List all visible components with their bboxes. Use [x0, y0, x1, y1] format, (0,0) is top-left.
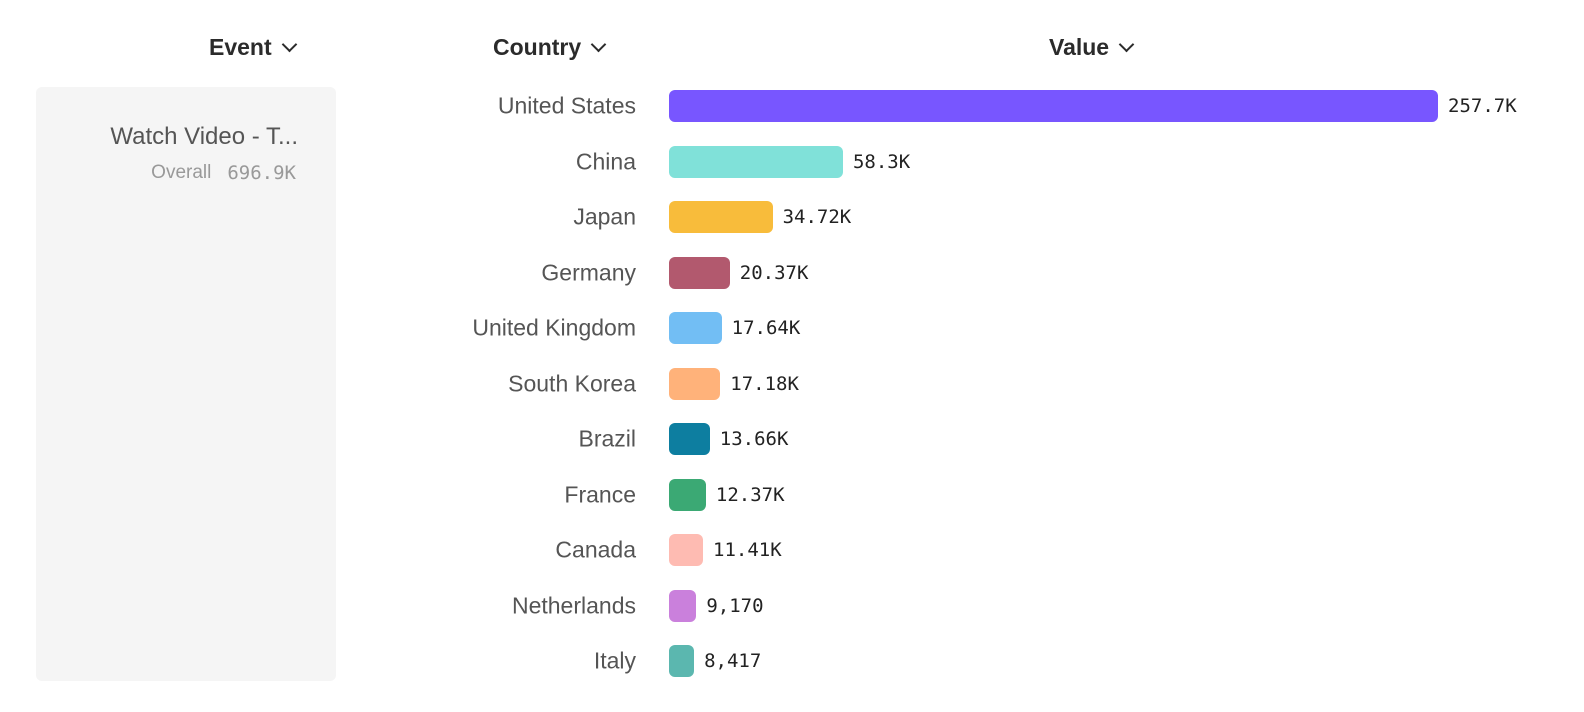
category-label: Canada — [555, 536, 636, 563]
bar[interactable] — [669, 645, 695, 677]
value-column-header[interactable]: Value — [1049, 34, 1135, 61]
overall-value: 696.9K — [227, 162, 296, 184]
bar[interactable] — [669, 312, 722, 344]
value-label: 11.41K — [713, 539, 782, 561]
bar[interactable] — [669, 589, 697, 622]
chevron-down-icon — [1118, 36, 1135, 53]
value-label: 17.64K — [731, 317, 801, 339]
category-label: China — [575, 148, 636, 174]
event-overall: Overall 696.9K — [151, 162, 296, 184]
value-label: 20.37K — [739, 261, 809, 284]
value-label: 12.37K — [715, 483, 785, 506]
value-label: 13.66K — [719, 428, 789, 450]
event-panel[interactable]: Watch Video - T... Overall 696.9K — [36, 87, 336, 681]
category-label: Brazil — [578, 425, 636, 452]
value-label: 34.72K — [782, 206, 852, 228]
category-label: United Kingdom — [472, 314, 636, 341]
category-label: United States — [497, 92, 636, 119]
bar[interactable] — [669, 423, 710, 455]
category-label: Germany — [541, 259, 636, 285]
country-column-header[interactable]: Country — [493, 34, 607, 61]
bar[interactable] — [669, 534, 704, 566]
value-label: 58.3K — [852, 150, 911, 173]
value-label: 17.18K — [730, 372, 799, 395]
bar[interactable] — [669, 256, 730, 289]
bar[interactable] — [669, 145, 843, 178]
category-label: France — [564, 481, 636, 507]
category-label: Japan — [573, 203, 636, 230]
category-label: Italy — [593, 647, 636, 674]
value-label: 257.7K — [1448, 95, 1517, 117]
country-header-label: Country — [493, 34, 582, 60]
event-column-header[interactable]: Event — [209, 34, 297, 61]
value-header-label: Value — [1049, 34, 1110, 60]
bar[interactable] — [669, 367, 721, 400]
chevron-down-icon — [590, 36, 607, 53]
bar[interactable] — [669, 478, 706, 511]
category-label: Netherlands — [511, 592, 636, 618]
bar[interactable] — [669, 201, 773, 233]
value-label: 9,170 — [706, 594, 764, 617]
bar[interactable] — [669, 90, 1438, 122]
chevron-down-icon — [281, 36, 297, 53]
category-label: South Korea — [508, 370, 636, 396]
event-header-label: Event — [209, 34, 272, 60]
overall-label: Overall — [151, 162, 212, 183]
value-label: 8,417 — [704, 650, 762, 672]
event-name: Watch Video - T... — [110, 123, 298, 150]
